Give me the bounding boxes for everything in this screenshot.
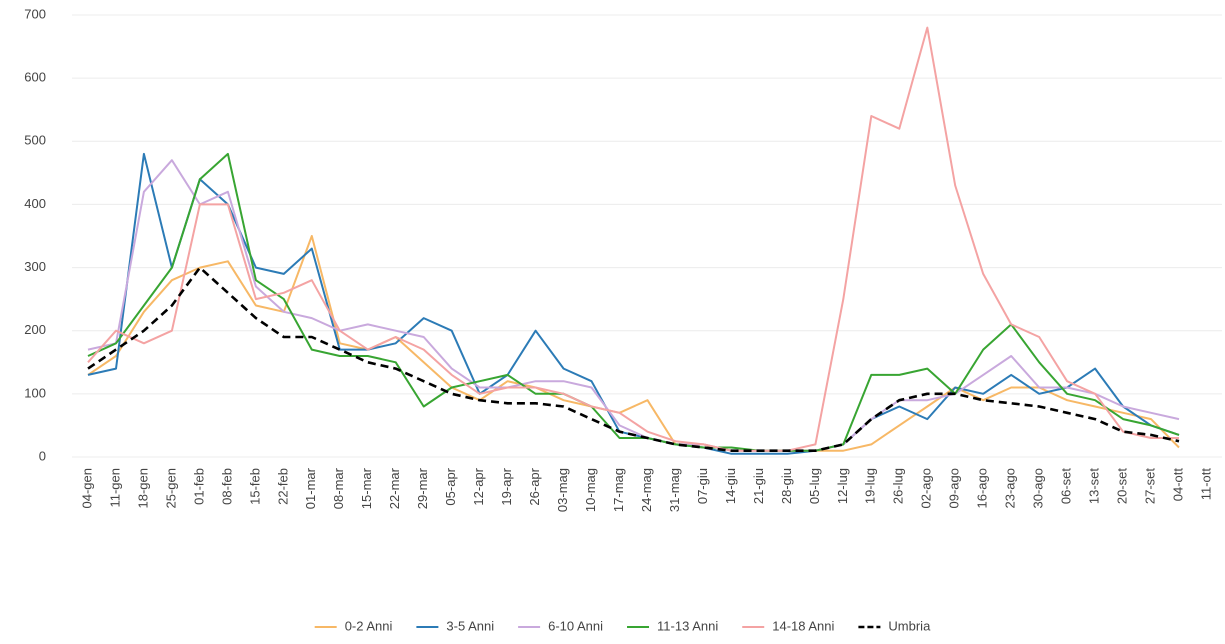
series-line xyxy=(87,235,1180,452)
legend-label: 11-13 Anni xyxy=(657,618,718,633)
x-tick-label: 20-set xyxy=(1115,468,1130,505)
legend: 0-2 Anni 3-5 Anni 6-10 Anni 11-13 Anni 14-18… xyxy=(314,618,931,633)
y-tick-label: 100 xyxy=(24,385,46,400)
legend-label: 14-18 Anni xyxy=(772,618,834,633)
x-tick-label: 22-mar xyxy=(387,467,402,509)
x-tick-label: 12-apr xyxy=(471,467,486,505)
y-tick-label: 300 xyxy=(24,259,46,274)
x-tick-label: 17-mag xyxy=(611,468,626,512)
x-tick-label: 27-set xyxy=(1142,468,1157,505)
x-tick-label: 15-mar xyxy=(359,467,374,509)
x-tick-label: 29-mar xyxy=(415,467,430,509)
x-tick-label: 31-mag xyxy=(667,468,682,512)
x-tick-label: 30-ago xyxy=(1031,468,1046,508)
x-tick-label: 05-apr xyxy=(443,467,458,505)
x-tick-label: 08-feb xyxy=(219,468,234,505)
x-tick-label: 04-ott xyxy=(1170,468,1185,502)
x-tick-label: 21-giu xyxy=(751,468,766,504)
x-tick-label: 14-giu xyxy=(723,468,738,504)
legend-label: Umbria xyxy=(888,618,931,633)
x-tick-label: 04-gen xyxy=(79,468,94,508)
x-tick-label: 11-ott xyxy=(1198,468,1213,501)
x-tick-label: 10-mag xyxy=(583,468,598,512)
series-line xyxy=(87,266,1180,452)
y-tick-label: 0 xyxy=(39,448,46,463)
x-tick-label: 19-apr xyxy=(499,467,514,505)
x-tick-label: 26-lug xyxy=(891,468,906,504)
y-tick-label: 700 xyxy=(24,6,46,21)
series-line xyxy=(87,159,1180,452)
x-tick-label: 07-giu xyxy=(695,468,710,504)
series-line xyxy=(87,152,1180,455)
x-tick-label: 02-ago xyxy=(919,468,934,508)
series-line xyxy=(87,26,1179,452)
legend-label: 0-2 Anni xyxy=(345,618,393,633)
x-tick-label: 06-set xyxy=(1059,468,1074,505)
y-tick-label: 500 xyxy=(24,133,46,148)
x-tick-label: 25-gen xyxy=(163,468,178,508)
x-tick-label: 11-gen xyxy=(107,468,122,508)
y-tick-label: 600 xyxy=(24,70,46,85)
x-tick-label: 12-lug xyxy=(835,468,850,504)
legend-label: 3-5 Anni xyxy=(446,618,494,633)
x-tick-label: 24-mag xyxy=(639,468,654,512)
x-tick-label: 18-gen xyxy=(135,468,150,508)
x-tick-label: 08-mar xyxy=(331,467,346,509)
x-tick-label: 23-ago xyxy=(1003,468,1018,508)
x-tick-label: 03-mag xyxy=(555,468,570,512)
x-tick-label: 09-ago xyxy=(947,468,962,508)
x-tick-label: 01-feb xyxy=(191,468,206,505)
x-tick-label: 16-ago xyxy=(975,468,990,508)
x-tick-label: 01-mar xyxy=(303,467,318,509)
x-tick-label: 22-feb xyxy=(275,468,290,505)
y-tick-label: 400 xyxy=(24,196,46,211)
x-tick-label: 28-giu xyxy=(779,468,794,504)
x-tick-label: 05-lug xyxy=(807,468,822,504)
x-tick-label: 19-lug xyxy=(863,468,878,504)
y-tick-label: 200 xyxy=(24,322,46,337)
legend-label: 6-10 Anni xyxy=(548,618,603,633)
series-line xyxy=(87,152,1180,452)
x-tick-label: 26-apr xyxy=(527,467,542,505)
x-tick-label: 13-set xyxy=(1087,468,1102,505)
x-tick-label: 15-feb xyxy=(247,468,262,505)
